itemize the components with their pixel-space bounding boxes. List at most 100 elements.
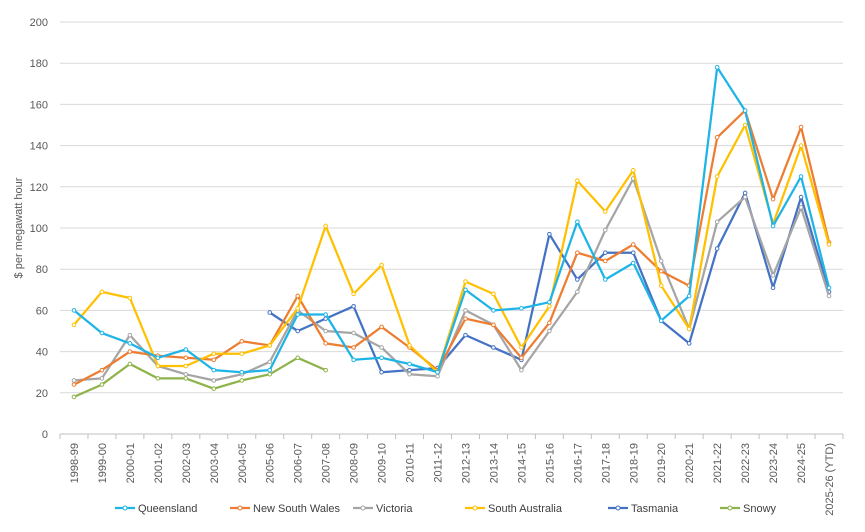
data-point [603,227,608,233]
x-tick-label: 2023-24 [768,443,780,483]
x-tick-label: 2021-22 [712,443,724,483]
data-point [267,359,273,365]
data-point [407,371,412,377]
data-point [519,367,524,373]
x-tick-label: 2009-10 [377,443,389,483]
data-point [99,367,105,373]
legend: Queensland New South Wales Victoria South A… [115,503,777,515]
data-point [798,124,804,130]
data-point [155,363,161,369]
data-point [519,306,524,311]
legend-label: Victoria [376,503,413,515]
data-point [463,308,468,313]
data-point [547,320,552,326]
series-lines [71,65,832,400]
data-point [630,260,636,266]
y-tick-label: 100 [30,223,48,235]
data-point [798,174,804,179]
data-point [463,287,468,293]
legend-marker [472,505,478,511]
data-point [71,394,77,400]
data-point [463,279,468,284]
y-tick-label: 80 [36,264,48,276]
y-tick-label: 200 [30,17,48,29]
data-point [323,223,328,229]
y-tick-label: 160 [30,99,48,111]
legend-label: South Australia [488,503,563,515]
x-tick-label: 2001-02 [153,443,165,483]
data-point [71,308,77,313]
series-line-snowy [72,356,327,399]
data-point [519,345,524,350]
data-point [714,246,720,251]
data-point [575,178,580,183]
x-tick-label: 2016-17 [572,443,584,483]
data-point [183,376,189,381]
data-point [323,367,328,373]
legend-label: Queensland [138,503,197,515]
x-tick-label: 2018-19 [628,443,640,483]
data-point [211,367,217,373]
data-point [351,345,356,350]
data-point [714,135,720,140]
data-point [239,378,245,383]
y-tick-label: 20 [36,388,48,400]
data-point [211,351,217,356]
data-point [463,332,468,338]
x-tick-label: 2004-05 [237,443,249,483]
data-point [267,343,273,348]
x-tick-label: 2006-07 [293,443,305,483]
y-tick-label: 60 [36,305,48,317]
data-point [603,209,608,214]
y-tick-label: 40 [36,347,48,359]
data-point [71,322,77,328]
data-point [686,326,692,332]
data-point [351,330,356,336]
data-point [239,369,245,375]
data-point [547,303,552,309]
data-point [658,318,664,324]
data-point [658,283,664,288]
data-point [211,357,217,363]
y-axis-label: $ per megawatt hour [13,177,25,278]
data-point [351,303,356,309]
x-tick-label: 2012-13 [460,443,472,483]
x-tick-label: 2005-06 [265,443,277,483]
data-point [127,349,133,354]
data-point [127,295,133,301]
data-point [742,194,748,200]
data-point [798,143,804,148]
y-tick-label: 0 [42,429,48,441]
data-point [742,122,748,128]
data-point [127,361,133,367]
data-point [267,310,273,315]
x-tick-label: 2013-14 [488,443,500,483]
data-point [826,285,832,291]
data-point [575,250,580,256]
x-axis-ticks: 1998-99 1999-00 2000-01 2001-02 2002-03 2003-… [59,434,844,516]
x-tick-label: 2000-01 [125,443,137,483]
legend-label: Snowy [743,503,777,515]
data-point [630,250,636,256]
data-point [826,293,832,299]
data-point [407,367,412,373]
data-point [239,351,245,356]
data-point [630,242,636,247]
data-point [379,355,384,361]
data-point [463,316,468,321]
data-point [239,339,245,344]
data-point [155,355,161,361]
data-point [407,343,412,348]
data-point [379,262,384,268]
data-point [547,299,552,305]
data-point [407,361,412,367]
data-point [71,378,77,383]
data-point [770,273,776,278]
y-axis-ticks: 0 20 40 60 80 100 120 140 160 180 200 [30,17,48,441]
data-point [323,341,328,346]
x-tick-label: 2008-09 [349,443,361,483]
x-tick-label: 2025-26 (YTD) [824,443,836,516]
y-tick-label: 120 [30,182,48,194]
x-tick-label: 2011-12 [433,443,445,483]
